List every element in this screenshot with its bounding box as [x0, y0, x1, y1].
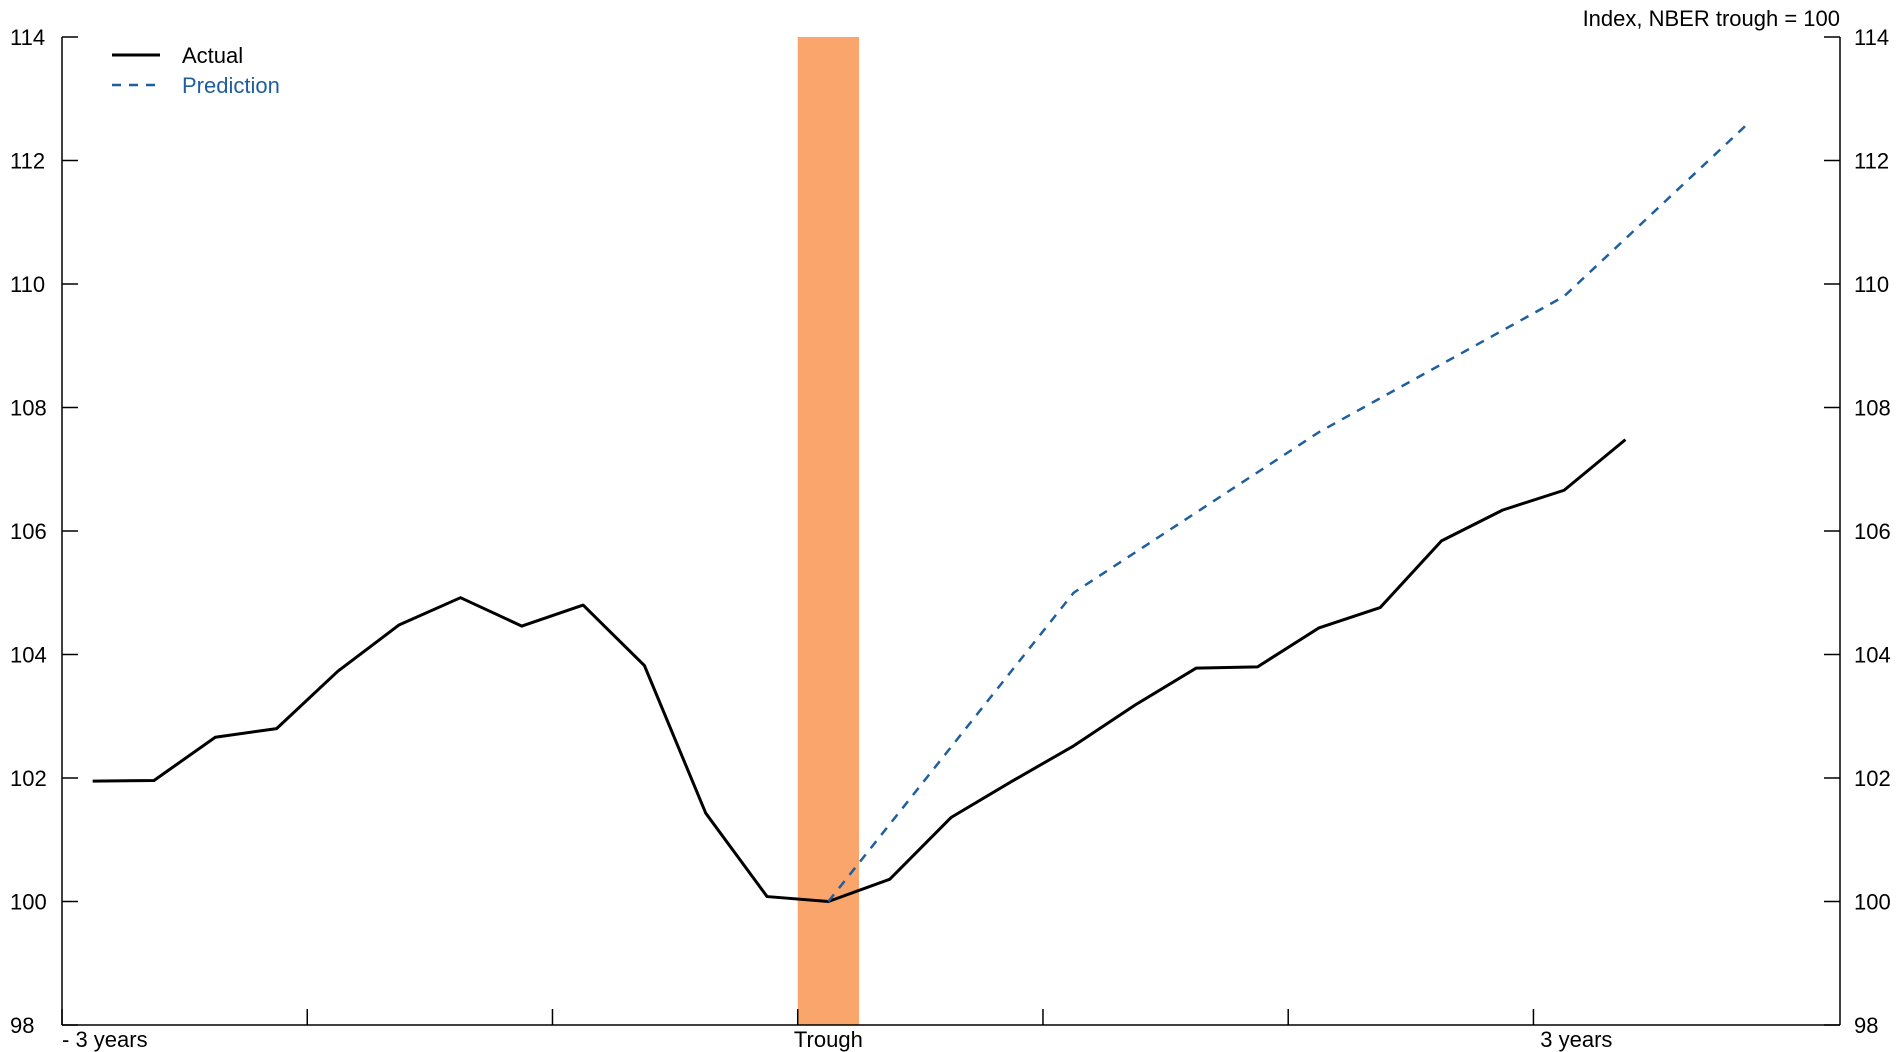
y-tick-label-left: 100: [10, 890, 47, 915]
x-ticks: [61, 1009, 1535, 1025]
x-tick-label-trough: Trough: [794, 1027, 863, 1052]
x-tick-label-3-years: 3 years: [1540, 1027, 1612, 1052]
left-y-ticks: 98 100 102 104 106 108 110 112 114: [10, 25, 78, 1038]
right-y-ticks: 98 100 102 104 106 108 110 112 114: [1824, 25, 1891, 1038]
y-tick-label-left: 110: [10, 272, 45, 297]
series-prediction-line: [827, 122, 1749, 903]
y-tick-label-left: 106: [10, 519, 47, 544]
index-note: Index, NBER trough = 100: [1583, 6, 1840, 31]
y-tick-label-left: 98: [10, 1013, 34, 1038]
legend: Actual Prediction: [112, 43, 280, 98]
series-actual-line: [92, 438, 1627, 903]
y-tick-label-right: 100: [1854, 890, 1891, 915]
trough-band: [797, 37, 860, 1025]
legend-prediction-label: Prediction: [182, 73, 280, 98]
x-tick-label-minus-3-years: - 3 years: [62, 1027, 148, 1052]
y-tick-label-right: 110: [1854, 272, 1889, 297]
y-tick-label-left: 102: [10, 766, 47, 791]
y-tick-label-left: 108: [10, 396, 47, 421]
y-tick-label-right: 112: [1854, 149, 1889, 174]
y-tick-label-left: 112: [10, 149, 45, 174]
y-tick-label-left: 114: [10, 25, 45, 50]
y-tick-label-right: 98: [1854, 1013, 1878, 1038]
y-tick-label-right: 108: [1854, 396, 1891, 421]
y-tick-label-left: 104: [10, 643, 47, 668]
y-tick-label-right: 104: [1854, 643, 1891, 668]
y-tick-label-right: 102: [1854, 766, 1891, 791]
y-tick-label-right: 114: [1854, 25, 1889, 50]
y-tick-label-right: 106: [1854, 519, 1891, 544]
legend-actual-label: Actual: [182, 43, 243, 68]
